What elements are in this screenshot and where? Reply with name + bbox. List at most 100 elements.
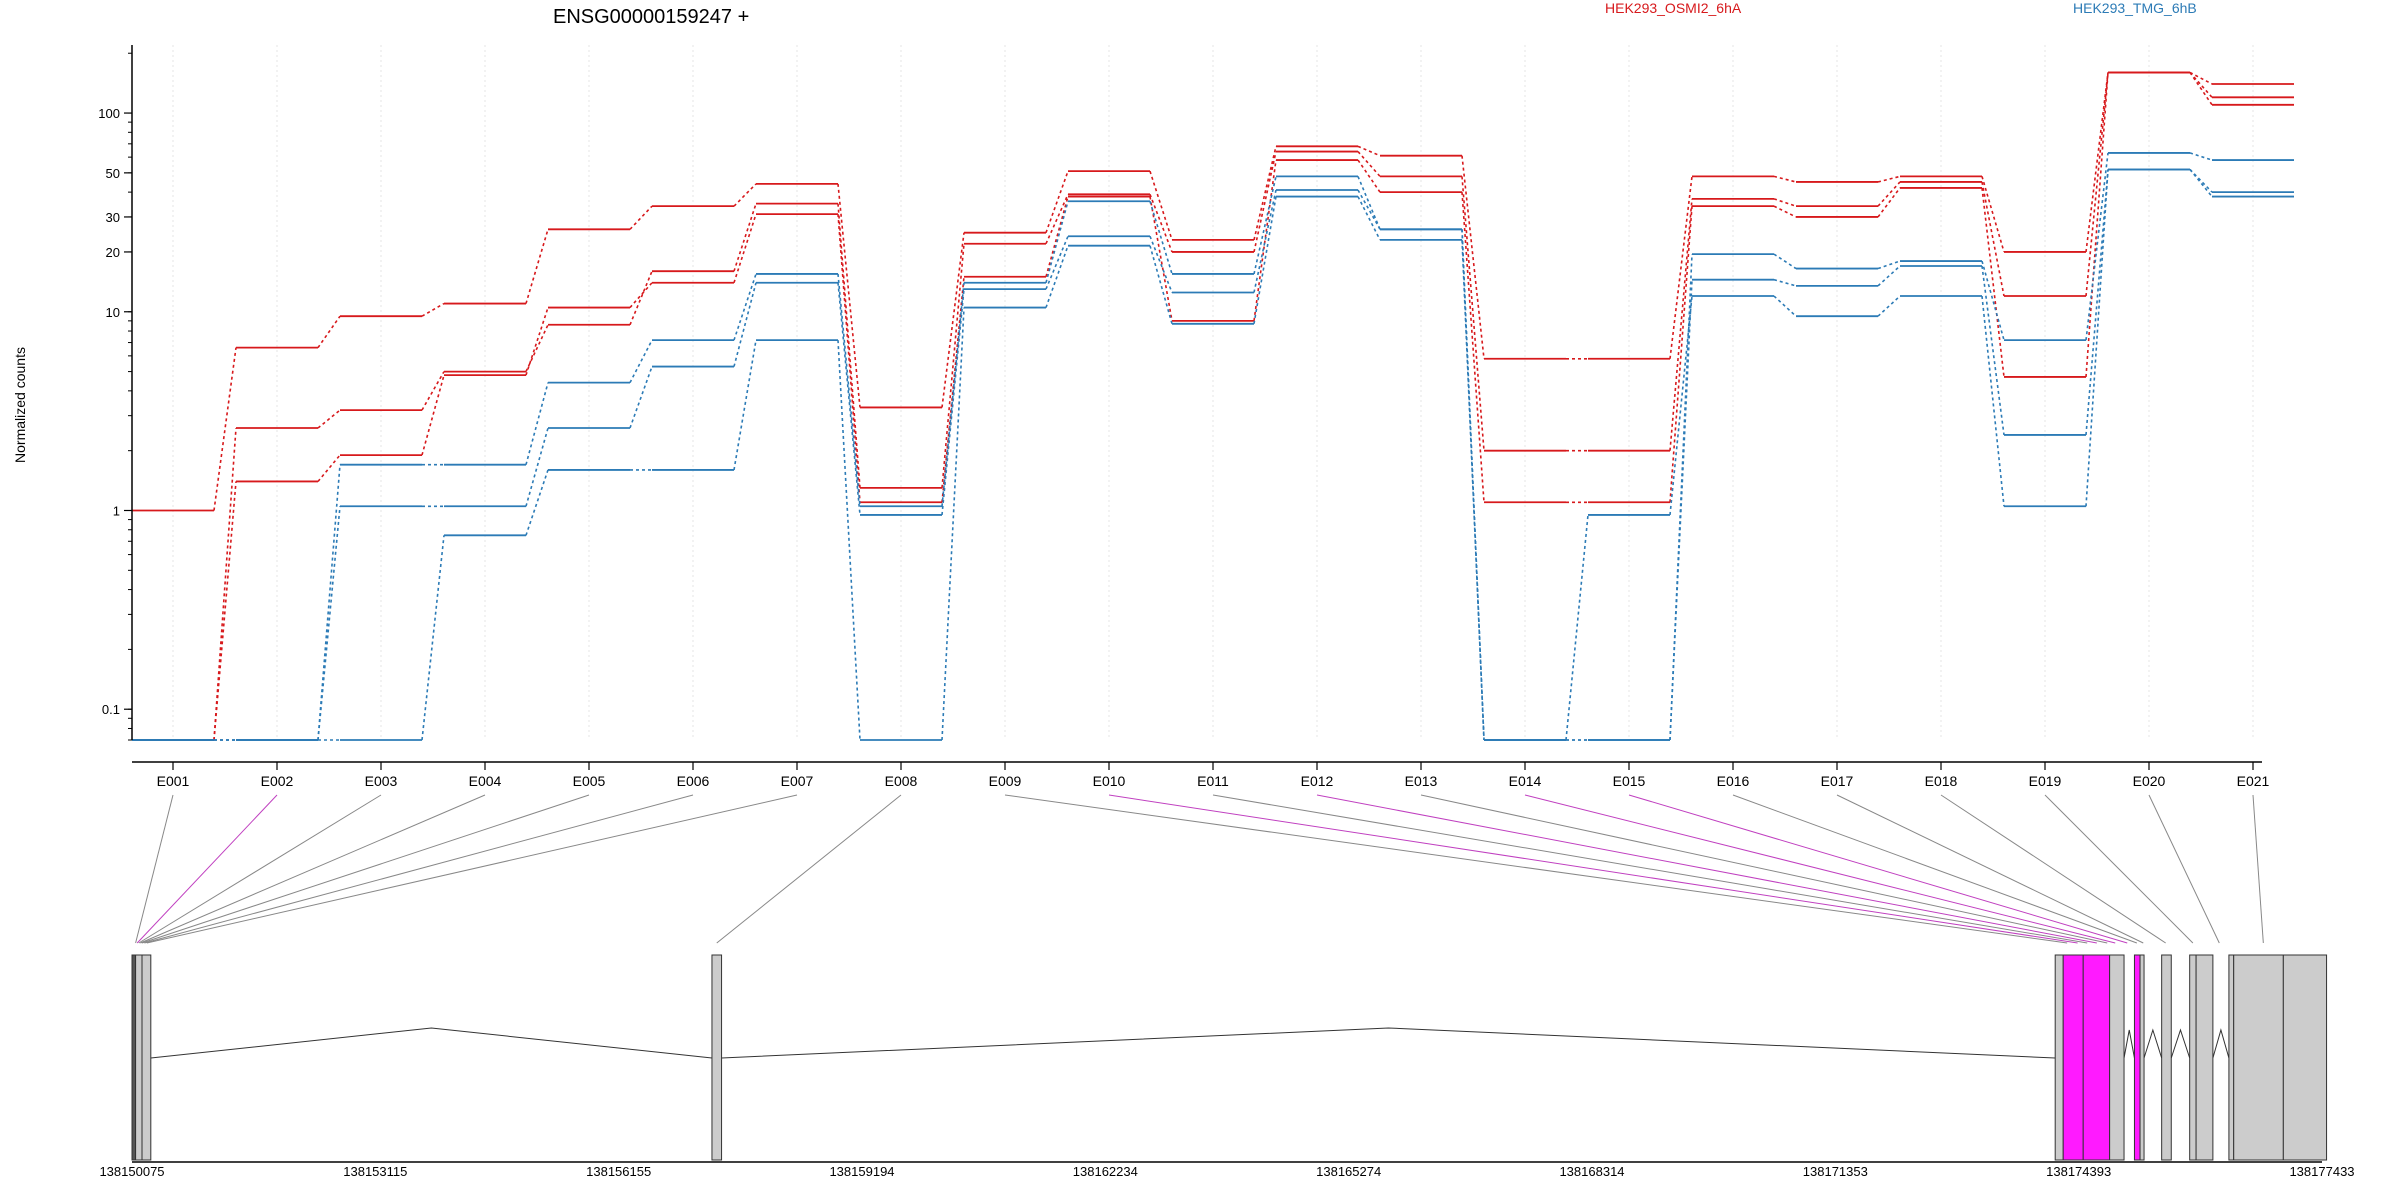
- x-tick-label-e006: E006: [677, 773, 710, 789]
- series-4-transition: [2189, 152, 2213, 161]
- series-1-transition: [1461, 155, 1485, 359]
- series-6-transition: [1669, 295, 1693, 516]
- connector-e011: [1212, 794, 2088, 944]
- series-4-transition: [1773, 253, 1797, 270]
- y-tick-label: 10: [106, 305, 120, 320]
- series-1-transition: [1669, 176, 1693, 359]
- exon-block-12: [2189, 954, 2197, 1161]
- series-5-transition: [1877, 265, 1901, 287]
- exon-block-14: [2228, 954, 2235, 1161]
- series-4-transition: [525, 382, 549, 465]
- x-tick-label-e008: E008: [885, 773, 918, 789]
- y-tick-label: 0.1: [102, 702, 120, 717]
- series-1-transition: [1877, 175, 1901, 183]
- connector-e020: [2148, 794, 2220, 944]
- series-5-transition: [2085, 169, 2109, 436]
- series-lines: [132, 71, 2294, 741]
- series-3-transition: [1669, 206, 1693, 503]
- connector-e006: [144, 794, 694, 944]
- exon-block-11: [2161, 954, 2172, 1161]
- series-5-transition: [525, 427, 549, 507]
- connector-e002: [136, 794, 278, 944]
- y-tick-label: 1: [113, 503, 120, 518]
- x-tick-label-e021: E021: [2237, 773, 2270, 789]
- series-3-transition: [629, 282, 653, 309]
- intron-line: [2170, 1028, 2191, 1059]
- series-3-transition: [2085, 72, 2109, 377]
- x-tick-label-e007: E007: [781, 773, 814, 789]
- series-6-transition: [1877, 295, 1901, 317]
- series-1-transition: [1253, 146, 1277, 241]
- series-6-transition: [1357, 196, 1381, 241]
- series-5-transition: [317, 506, 341, 741]
- exon-block-5: [2054, 954, 2064, 1161]
- intron-line: [150, 1027, 713, 1059]
- series-1-transition: [525, 229, 549, 304]
- series-4-transition: [733, 273, 757, 341]
- series-2-transition: [1357, 151, 1381, 177]
- series-2-transition: [941, 243, 965, 488]
- x-tick-label-e015: E015: [1613, 773, 1646, 789]
- genome-tick-label: 138171353: [1803, 1164, 1868, 1179]
- series-3-transition: [1045, 196, 1069, 277]
- series-2-transition: [317, 409, 341, 429]
- series-6-transition: [421, 535, 445, 741]
- series-2-transition: [2085, 72, 2109, 297]
- intron-line: [2212, 1028, 2230, 1059]
- connector-e009: [1004, 794, 2068, 944]
- series-6-transition: [1981, 295, 2005, 507]
- exon-block-7: [2082, 954, 2111, 1161]
- x-tick-label-e017: E017: [1821, 773, 1854, 789]
- series-6-transition: [1149, 245, 1173, 325]
- series-5-transition: [733, 282, 757, 367]
- series-1-transition: [629, 205, 653, 230]
- series-3-transition: [1877, 187, 1901, 218]
- connector-e014: [1524, 794, 2116, 944]
- connector-e013: [1420, 794, 2108, 944]
- connector-e012: [1316, 794, 2097, 944]
- y-tick-label: 50: [106, 166, 120, 181]
- series-2-transition: [1253, 151, 1277, 253]
- series-1-transition: [1149, 170, 1173, 241]
- connector-e019: [2044, 794, 2194, 944]
- series-3-transition: [1773, 205, 1797, 218]
- series-4-transition: [1253, 176, 1277, 275]
- axes: 0.1 1 10 20 30 50 100 E001 E002 E003 E004 E005 E006 E…: [98, 45, 2270, 789]
- connector-e021: [2252, 794, 2264, 944]
- genome-tick-label: 138156155: [586, 1164, 651, 1179]
- intron-line: [721, 1027, 2056, 1059]
- connector-e007: [146, 794, 798, 944]
- genome-tick-label: 138150075: [99, 1164, 164, 1179]
- x-tick-label-e014: E014: [1509, 773, 1542, 789]
- series-5-transition: [941, 289, 965, 515]
- bin-connector-lines: [135, 794, 2264, 944]
- series-2-transition: [1773, 198, 1797, 207]
- series-1-transition: [421, 302, 445, 317]
- series-6: [132, 168, 2294, 741]
- exon-block-4: [711, 954, 723, 1161]
- series-2-transition: [733, 203, 757, 272]
- series-1-transition: [2189, 71, 2213, 85]
- connector-e017: [1836, 794, 2144, 944]
- series-2-transition: [837, 203, 861, 488]
- series-6-transition: [941, 307, 965, 741]
- series-3-transition: [213, 481, 237, 741]
- series-5-transition: [1149, 235, 1173, 293]
- series-1-transition: [1357, 145, 1381, 157]
- connector-e004: [140, 794, 486, 944]
- connector-e003: [138, 794, 382, 944]
- series-1-transition: [1773, 175, 1797, 183]
- legend-label-series-a: HEK293_OSMI2_6hA: [1605, 0, 1742, 16]
- intron-line: [2123, 1029, 2135, 1059]
- series-3-transition: [1461, 192, 1485, 503]
- connector-e001: [135, 794, 174, 944]
- series-2-transition: [1981, 181, 2005, 297]
- series-5-transition: [629, 366, 653, 429]
- series-6-transition: [837, 340, 861, 741]
- series-4-transition: [629, 339, 653, 383]
- series-1-transition: [733, 183, 757, 207]
- exon-block-3: [141, 954, 152, 1161]
- series-1-transition: [941, 232, 965, 408]
- series-2-transition: [525, 324, 549, 372]
